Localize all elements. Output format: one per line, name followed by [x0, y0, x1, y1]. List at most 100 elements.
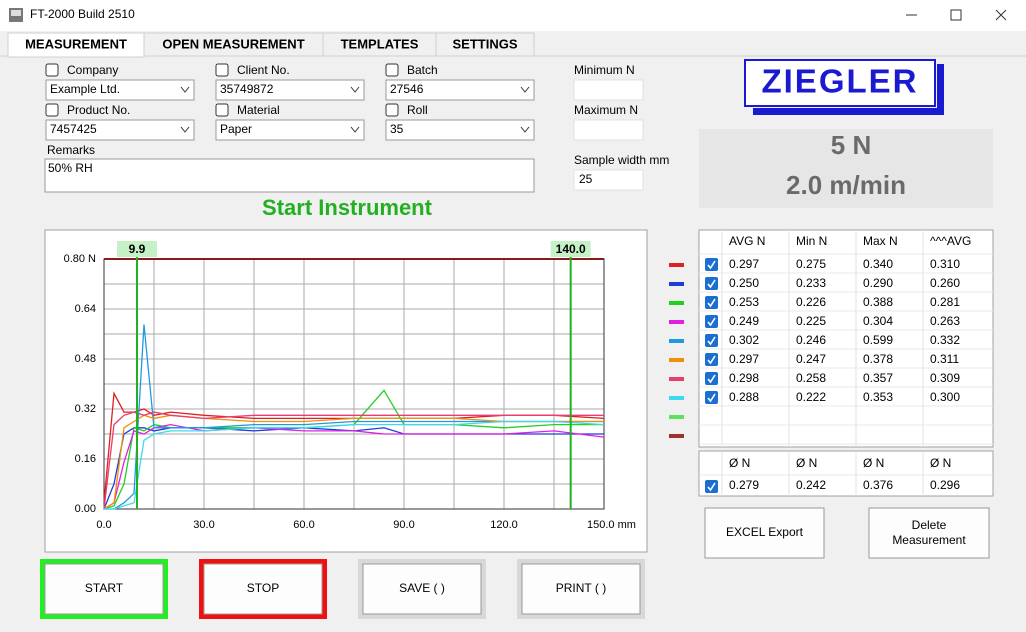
- tab[interactable]: [7, 32, 145, 58]
- field-label: Product No.: [67, 103, 130, 117]
- maximize-button[interactable]: [950, 9, 962, 21]
- table-cell: 0.297: [729, 352, 759, 366]
- field-label: Company: [67, 63, 118, 77]
- title-bar: [0, 0, 1026, 31]
- table-header: ^^^AVG: [930, 234, 971, 248]
- table-cell: 0.275: [796, 257, 826, 271]
- table-cell: 0.253: [729, 295, 759, 309]
- table-cell: 0.302: [729, 333, 759, 347]
- summary-table: [698, 450, 994, 497]
- checkbox[interactable]: [385, 103, 399, 117]
- marker-label-bg: [550, 241, 591, 257]
- y-tick-label: 0.00: [75, 503, 96, 515]
- dropdown[interactable]: [45, 79, 195, 101]
- excel-button-label: EXCEL Export: [726, 525, 804, 539]
- table-cell: 0.258: [796, 371, 826, 385]
- checkbox[interactable]: [705, 315, 718, 328]
- checkbox[interactable]: [705, 391, 718, 404]
- tab[interactable]: [435, 32, 535, 57]
- y-tick-label: 0.16: [75, 453, 96, 465]
- checkbox[interactable]: [215, 63, 229, 77]
- table-cell: 0.378: [863, 352, 893, 366]
- start-button-face[interactable]: [44, 563, 164, 615]
- checkmark: [707, 336, 716, 346]
- y-tick-label: 0.32: [75, 403, 96, 415]
- remarks-input[interactable]: [44, 158, 535, 193]
- checkmark: [707, 355, 716, 365]
- dropdown[interactable]: [45, 119, 195, 141]
- table-header: AVG N: [729, 234, 765, 248]
- tab-label: TEMPLATES: [341, 36, 419, 51]
- table-cell: 0.297: [729, 257, 759, 271]
- minimum-label: Minimum N: [574, 63, 635, 77]
- summary-cell: 0.242: [796, 478, 826, 492]
- stop-button-label: STOP: [247, 581, 279, 595]
- close-button[interactable]: [995, 9, 1007, 21]
- dropdown-arrow: [520, 86, 530, 93]
- table-cell: 0.357: [863, 371, 893, 385]
- checkbox[interactable]: [385, 63, 399, 77]
- dropdown[interactable]: [215, 79, 365, 101]
- table-cell: 0.260: [930, 276, 960, 290]
- x-tick-label: 60.0: [293, 519, 314, 531]
- dropdown-arrow: [350, 126, 360, 133]
- dropdown-value: Example Ltd.: [50, 82, 120, 96]
- checkbox[interactable]: [705, 277, 718, 290]
- dropdown-value: 35: [390, 122, 404, 136]
- summary-header: Ø N: [863, 456, 884, 470]
- checkbox[interactable]: [45, 63, 59, 77]
- save-button-face[interactable]: [362, 563, 482, 615]
- legend-swatch: [669, 301, 684, 305]
- table-cell: 0.281: [930, 295, 960, 309]
- stop-button-face[interactable]: [203, 563, 323, 615]
- excel-button-face[interactable]: [704, 507, 825, 559]
- legend-swatch: [669, 377, 684, 381]
- logo: ZIEGLER: [761, 63, 918, 100]
- y-tick-label: 0.64: [75, 303, 96, 315]
- save-button-label: SAVE ( ): [399, 581, 445, 595]
- dropdown[interactable]: [385, 79, 535, 101]
- dropdown[interactable]: [385, 119, 535, 141]
- legend-swatch: [669, 415, 684, 419]
- checkbox[interactable]: [705, 296, 718, 309]
- checkbox[interactable]: [705, 353, 718, 366]
- field-label: Roll: [407, 103, 428, 117]
- table-cell: 0.298: [729, 371, 759, 385]
- sample-width-input[interactable]: [573, 169, 644, 191]
- table-cell: 0.300: [930, 390, 960, 404]
- results-table: [698, 229, 994, 448]
- print-button-face[interactable]: [521, 563, 641, 615]
- checkbox[interactable]: [215, 103, 229, 117]
- checkbox[interactable]: [705, 258, 718, 271]
- table-cell: 0.353: [863, 390, 893, 404]
- table-cell: 0.304: [863, 314, 893, 328]
- table-cell: 0.599: [863, 333, 893, 347]
- maximum-input[interactable]: [573, 119, 644, 141]
- tab-label: MEASUREMENT: [25, 36, 127, 51]
- checkbox[interactable]: [705, 334, 718, 347]
- dropdown-arrow: [180, 86, 190, 93]
- checkbox[interactable]: [705, 372, 718, 385]
- minimum-input[interactable]: [573, 79, 644, 101]
- maximum-label: Maximum N: [574, 103, 638, 117]
- legend-swatch: [669, 434, 684, 438]
- dropdown-value: Paper: [220, 122, 252, 136]
- legend-swatch: [669, 358, 684, 362]
- series-line: [103, 411, 604, 510]
- marker-label: 9.9: [129, 242, 146, 256]
- status-box: [699, 129, 993, 208]
- checkbox[interactable]: [705, 480, 718, 493]
- x-tick-label: 120.0: [490, 519, 518, 531]
- checkbox[interactable]: [45, 103, 59, 117]
- table-cell: 0.226: [796, 295, 826, 309]
- dropdown[interactable]: [215, 119, 365, 141]
- checkmark: [707, 393, 716, 403]
- x-tick-label: 30.0: [193, 519, 214, 531]
- table-cell: 0.246: [796, 333, 826, 347]
- table-cell: 0.222: [796, 390, 826, 404]
- checkmark: [707, 317, 716, 327]
- dropdown-arrow: [180, 126, 190, 133]
- delete-button-face[interactable]: [868, 507, 990, 559]
- status-speed: 2.0 m/min: [786, 170, 906, 200]
